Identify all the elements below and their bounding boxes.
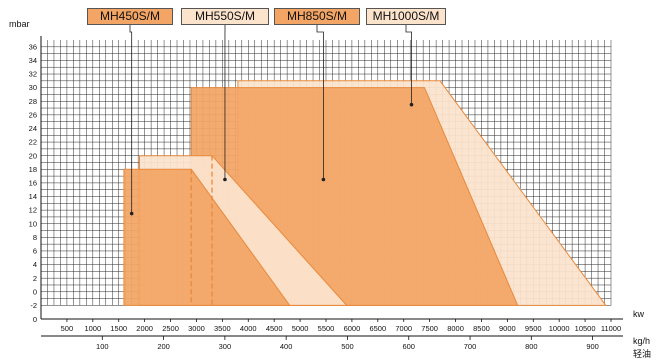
y-tick-label: 8 xyxy=(33,233,37,242)
x2-axis-label: kg/h xyxy=(633,336,650,346)
y-tick-label: 2 xyxy=(33,274,37,283)
x-tick-label: 3000 xyxy=(188,324,205,333)
working-field-areas xyxy=(123,80,607,306)
x-tick-label: 7500 xyxy=(421,324,438,333)
legend-item-MH850S/M: MH850S/M xyxy=(274,8,360,25)
y-tick-label: 14 xyxy=(29,192,37,201)
y-axis-label: mbar xyxy=(9,19,30,29)
y-tick-label: 18 xyxy=(29,165,37,174)
legend-pointer-dot xyxy=(321,177,326,182)
y-tick-label: 22 xyxy=(29,138,37,147)
x2-tick-label: 700 xyxy=(464,342,477,351)
legend-pointer-dot xyxy=(223,177,227,182)
legend-pointer-dot xyxy=(409,102,414,107)
y-tick-label: 28 xyxy=(29,97,37,106)
y-tick-label: 0 xyxy=(33,315,37,324)
y-tick-label: 30 xyxy=(29,83,37,92)
x-tick-label: 3500 xyxy=(214,324,231,333)
x2-tick-label: 500 xyxy=(341,342,354,351)
x-tick-label: 8000 xyxy=(447,324,464,333)
x-tick-label: 5000 xyxy=(292,324,309,333)
y-tick-label: 10 xyxy=(29,219,37,228)
y-tick-label: 20 xyxy=(29,151,37,160)
x-tick-label: 11000 xyxy=(601,324,621,333)
legend-pointer-MH850S/M xyxy=(316,25,324,180)
y-tick-label: 6 xyxy=(33,247,37,256)
x2-tick-label: 800 xyxy=(525,342,538,351)
y-tick-label: 12 xyxy=(29,206,37,215)
x-tick-label: 1500 xyxy=(110,324,127,333)
y-tick-label: 36 xyxy=(29,42,37,51)
legend-pointer-MH450S/M xyxy=(129,25,133,214)
y-tick-label: 0 xyxy=(33,287,37,296)
x-tick-label: 7000 xyxy=(395,324,412,333)
x2-tick-label: 400 xyxy=(280,342,293,351)
y-tick-label: 32 xyxy=(29,70,37,79)
x-tick-label: 10000 xyxy=(549,324,570,333)
x-tick-label: 10500 xyxy=(575,324,596,333)
legend-item-MH550S/M: MH550S/M xyxy=(181,8,269,25)
legend-pointers xyxy=(129,25,414,216)
x-tick-label: 6500 xyxy=(369,324,386,333)
x2-tick-label: 200 xyxy=(157,342,170,351)
x2-tick-label: 900 xyxy=(586,342,599,351)
axes: mbar kw kg/h 轻油 363432302826242220181614… xyxy=(9,19,651,359)
x-tick-label: 4500 xyxy=(266,324,283,333)
x-tick-label: 2500 xyxy=(162,324,179,333)
x2-tick-label: 300 xyxy=(219,342,232,351)
legend-pointer-MH1000S/M xyxy=(405,25,412,105)
y-tick-label: 26 xyxy=(29,110,37,119)
x-tick-label: 4000 xyxy=(240,324,257,333)
x2-tick-label: 100 xyxy=(96,342,109,351)
y-tick-label: -2 xyxy=(30,301,37,310)
x-tick-label: 1000 xyxy=(84,324,101,333)
x-tick-label: 8500 xyxy=(473,324,490,333)
x-tick-label: 500 xyxy=(61,324,74,333)
y-tick-label: 16 xyxy=(29,179,37,188)
y-tick-label: 4 xyxy=(33,260,37,269)
legend-item-MH1000S/M: MH1000S/M xyxy=(366,8,446,25)
x2-tick-label: 600 xyxy=(402,342,415,351)
x-tick-label: 9000 xyxy=(499,324,516,333)
x2-axis-sublabel: 轻油 xyxy=(633,348,651,359)
y-tick-label: 24 xyxy=(29,124,37,133)
x-tick-label: 2000 xyxy=(136,324,153,333)
legend-pointer-dot xyxy=(129,211,134,216)
x-tick-label: 9500 xyxy=(525,324,542,333)
x-axis-label: kw xyxy=(633,309,645,319)
legend-item-MH450S/M: MH450S/M xyxy=(87,8,173,25)
x-tick-label: 6000 xyxy=(344,324,361,333)
y-tick-label: 34 xyxy=(29,56,37,65)
x-tick-label: 5500 xyxy=(318,324,335,333)
